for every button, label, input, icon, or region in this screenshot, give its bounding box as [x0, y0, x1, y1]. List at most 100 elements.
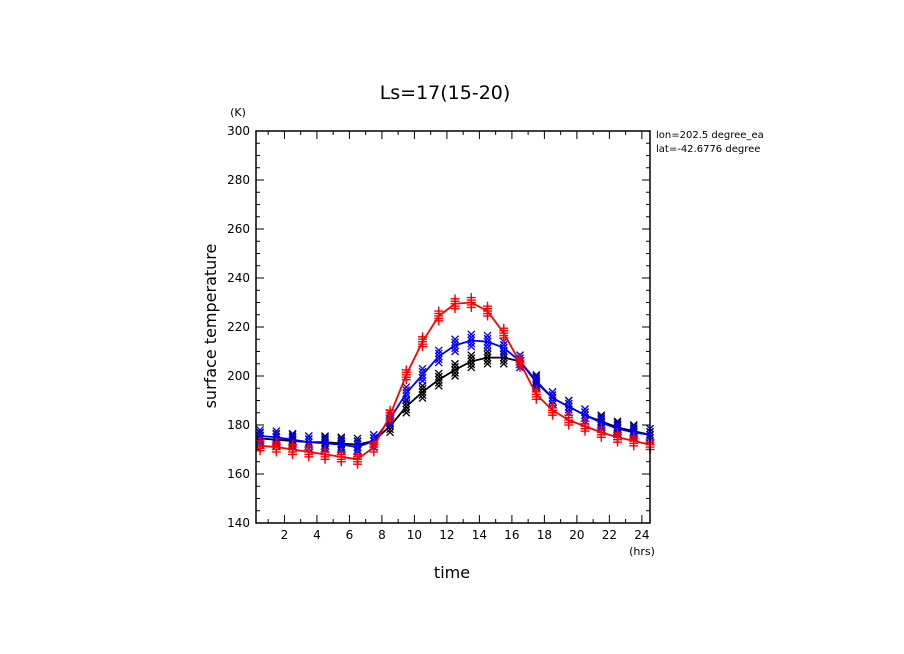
marker-stroke [581, 405, 589, 414]
data-point-2-21 [596, 422, 606, 442]
y-tick-label: 280 [227, 173, 250, 187]
marker-stroke [386, 428, 395, 437]
marker-stroke [532, 380, 541, 388]
marker-stroke [451, 341, 459, 350]
marker-stroke [548, 387, 557, 396]
data-point-2-19 [564, 410, 574, 430]
marker-stroke [451, 335, 459, 344]
marker-stroke [337, 437, 346, 446]
x-axis-label: time [434, 563, 470, 582]
marker-stroke [272, 427, 281, 436]
data-point-2-20 [580, 416, 590, 436]
marker-stroke [483, 343, 492, 352]
marker-stroke [483, 337, 492, 346]
data-point-2-6 [353, 449, 363, 469]
marker-stroke [548, 391, 557, 399]
marker-stroke [499, 356, 508, 365]
marker-stroke [483, 331, 492, 340]
data-point-1-10 [418, 364, 427, 385]
marker-stroke [369, 430, 378, 439]
marker-stroke [402, 402, 411, 411]
marker-stroke [418, 373, 427, 382]
marker-stroke [451, 365, 459, 374]
marker-stroke [451, 368, 459, 377]
data-point-1-15 [499, 337, 508, 358]
marker-stroke [304, 438, 313, 447]
marker-stroke [581, 408, 589, 417]
marker-stroke [272, 433, 281, 442]
marker-stroke [532, 370, 541, 379]
data-point-0-12 [451, 359, 459, 380]
data-point-2-7 [369, 437, 379, 457]
data-point-0-10 [418, 381, 427, 403]
marker-stroke [451, 362, 459, 371]
y-tick-label: 160 [227, 467, 250, 481]
marker-stroke [613, 421, 622, 430]
data-point-2-8 [385, 405, 395, 425]
data-point-2-15 [499, 323, 509, 343]
x-tick-label: 14 [472, 528, 487, 542]
marker-stroke [321, 436, 330, 445]
data-point-1-3 [304, 432, 313, 453]
marker-stroke [402, 389, 411, 398]
x-tick-label: 10 [407, 528, 422, 542]
x-tick-label: 18 [537, 528, 552, 542]
marker-stroke [434, 378, 443, 387]
marker-stroke [532, 376, 541, 385]
marker-stroke [402, 395, 411, 404]
data-point-0-13 [467, 351, 476, 372]
marker-stroke [564, 396, 573, 405]
series-2 [255, 293, 655, 469]
y-tick-label: 300 [227, 124, 250, 138]
x-tick-label: 2 [281, 528, 289, 542]
marker-stroke [451, 344, 459, 353]
marker-stroke [418, 387, 427, 396]
marker-stroke [418, 376, 427, 385]
marker-stroke [288, 432, 297, 441]
marker-stroke [467, 351, 476, 360]
data-point-2-3 [304, 442, 314, 462]
marker-stroke [402, 383, 411, 391]
data-point-2-5 [336, 447, 346, 467]
marker-stroke [483, 334, 492, 343]
marker-stroke [467, 333, 476, 342]
marker-stroke [499, 359, 508, 368]
x-tick-label: 8 [378, 528, 386, 542]
marker-stroke [272, 430, 281, 439]
marker-stroke [402, 405, 411, 414]
marker-stroke [467, 336, 476, 345]
marker-stroke [483, 347, 492, 356]
marker-stroke [418, 391, 427, 399]
y-tick-label: 200 [227, 369, 250, 383]
plot-frame [255, 130, 651, 524]
x-tick-label: 24 [634, 528, 649, 542]
data-point-1-14 [483, 331, 492, 352]
marker-stroke [451, 359, 459, 368]
marker-stroke [451, 338, 459, 347]
data-point-2-2 [288, 440, 298, 459]
data-point-2-9 [401, 365, 411, 385]
marker-stroke [304, 435, 313, 444]
marker-stroke [402, 386, 411, 395]
data-point-2-12 [450, 294, 460, 314]
marker-stroke [499, 349, 508, 358]
marker-stroke [288, 429, 297, 438]
marker-stroke [499, 343, 508, 352]
y-tick-label: 180 [227, 418, 250, 432]
series-0 [256, 347, 654, 455]
marker-stroke [434, 369, 443, 378]
chart-title: Ls=17(15-20) [380, 82, 511, 104]
marker-stroke [564, 402, 573, 411]
x-tick-label: 22 [602, 528, 617, 542]
marker-stroke [321, 433, 330, 442]
y-tick-label: 140 [227, 516, 250, 530]
marker-stroke [434, 372, 443, 381]
marker-stroke [418, 367, 427, 376]
data-point-2-16 [515, 353, 525, 372]
data-point-2-10 [418, 332, 428, 352]
marker-stroke [386, 421, 395, 429]
marker-stroke [597, 418, 606, 427]
marker-stroke [499, 353, 508, 362]
marker-stroke [467, 363, 476, 372]
